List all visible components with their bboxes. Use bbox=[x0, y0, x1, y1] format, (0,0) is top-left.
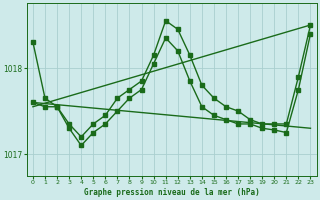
X-axis label: Graphe pression niveau de la mer (hPa): Graphe pression niveau de la mer (hPa) bbox=[84, 188, 260, 197]
